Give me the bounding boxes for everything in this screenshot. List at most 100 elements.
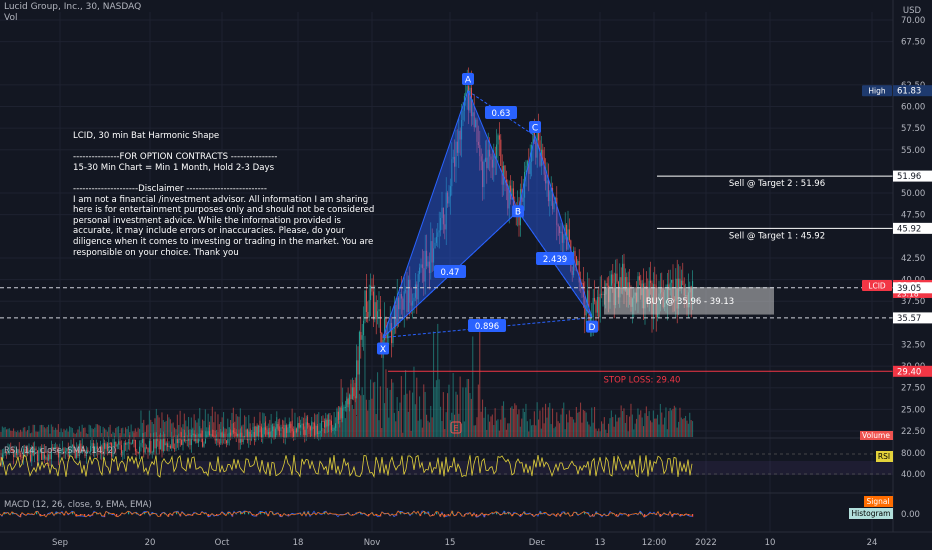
candle-body [501, 165, 503, 185]
candle-body [574, 251, 576, 257]
candle-body [244, 436, 246, 438]
volume-bar [448, 384, 450, 437]
volume-bar [433, 331, 435, 437]
candle-body [435, 236, 437, 243]
buy-zone-label: BUY @ 35.96 - 39.13 [646, 297, 734, 307]
candle-body [616, 273, 618, 282]
candle-body [280, 427, 282, 431]
volume-bar [49, 433, 51, 437]
candle-body [553, 203, 555, 210]
candle-body [160, 439, 162, 450]
candle-body [84, 450, 86, 456]
volume-bar [357, 386, 359, 437]
pattern-point-c-badge [529, 120, 541, 133]
ratio-label: 0.896 [475, 322, 499, 332]
candle-body [80, 443, 82, 453]
candle-body [375, 302, 377, 319]
candle-body [174, 448, 176, 450]
volume-bar [193, 414, 195, 437]
candle-body [112, 445, 114, 457]
candle-body [90, 446, 92, 452]
price-tick: 60.00 [901, 103, 925, 113]
candle-body [141, 438, 143, 443]
macd-histogram-bar [592, 514, 594, 516]
volume-bar [494, 408, 496, 437]
macd-histogram-bar [244, 511, 246, 515]
volume-bar [570, 416, 572, 437]
pattern-point-b-badge [512, 205, 524, 218]
symbol-title[interactable]: Lucid Group, Inc., 30, NASDAQ [4, 2, 142, 12]
rsi-tick: 80.00 [901, 449, 925, 459]
price-tick: 25.00 [901, 405, 925, 415]
candle-body [41, 448, 43, 460]
macd-histogram-bar [248, 512, 250, 515]
candle-body [535, 141, 537, 158]
candle-body [421, 264, 423, 269]
volume-bar [298, 422, 300, 437]
macd-histogram-bar [88, 514, 90, 516]
volume-bar [225, 428, 227, 437]
volume-bar [143, 419, 145, 437]
volume-bar [333, 412, 335, 437]
candle-body [427, 261, 429, 267]
candle-body [363, 320, 365, 336]
candle-body [259, 425, 261, 427]
volume-bar [186, 426, 188, 437]
volume-bar [680, 417, 682, 437]
candle-body [321, 421, 323, 432]
candle-body [319, 431, 321, 433]
volume-bar [477, 384, 479, 437]
volume-bar [455, 391, 457, 437]
volume-bar [239, 408, 241, 437]
volume-bar [676, 427, 678, 437]
macd-histogram-bar [508, 512, 510, 515]
volume-bar [69, 426, 71, 437]
macd-histogram-bar [96, 512, 98, 515]
volume-bar [162, 420, 164, 437]
volume-bar [417, 420, 419, 437]
volume-bar [669, 408, 671, 437]
candle-body [188, 437, 190, 441]
volume-bar [244, 415, 246, 437]
volume-bar [665, 407, 667, 437]
volume-bar [112, 431, 114, 437]
volume-bar [610, 410, 612, 437]
candle-body [64, 451, 66, 454]
volume-bar [214, 411, 216, 437]
volume-bar [153, 424, 155, 437]
candle-body [402, 298, 404, 310]
candle-body [73, 444, 75, 449]
price-tick: 32.50 [901, 340, 925, 350]
price-tag-countdown: 23:18 [897, 289, 919, 298]
volume-bar [497, 419, 499, 437]
candle-body [270, 430, 272, 438]
candle-body [307, 422, 309, 425]
volume-bar [183, 413, 185, 437]
candle-body [304, 429, 306, 436]
volume-legend[interactable]: Vol [4, 13, 18, 23]
price-tag-label: High [868, 87, 885, 96]
rsi-title: RSI (14, close, SMA, 14, 2) [4, 446, 116, 456]
volume-bar [595, 428, 597, 437]
candle-body [378, 309, 380, 312]
volume-bar [489, 421, 491, 437]
candle-body [246, 429, 248, 441]
volume-bar [531, 425, 533, 437]
candle-body [39, 448, 41, 451]
volume-bar [423, 384, 425, 437]
candle-body [272, 426, 274, 431]
volume-bar [98, 425, 100, 437]
ratio-label: 0.63 [492, 109, 511, 119]
candle-body [249, 431, 251, 440]
volume-bar [493, 425, 495, 437]
volume-bar [31, 432, 33, 437]
volume-bar [129, 432, 131, 437]
volume-bar [424, 391, 426, 437]
candle-body [286, 425, 288, 433]
candle-body [469, 87, 471, 111]
volume-bar [339, 420, 341, 437]
volume-bar [176, 414, 178, 437]
candle-body [87, 449, 89, 452]
volume-bar [461, 423, 463, 437]
